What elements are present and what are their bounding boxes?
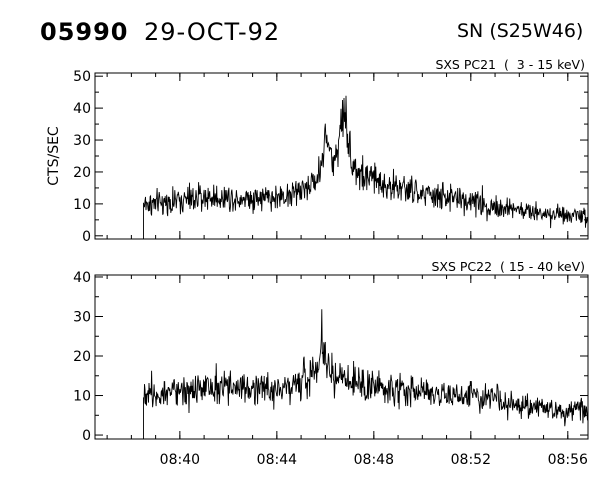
panel-2: SXS PC22 ( 15 - 40 keV) 0 10 20 30 40 08:40 08:… (73, 259, 589, 468)
y-axis-label: CTS/SEC (46, 126, 62, 186)
x-tick-label: 08:44 (257, 452, 297, 468)
y-tick-label: 0 (82, 229, 91, 245)
count-rate-trace (143, 95, 589, 239)
panel-title: SXS PC21 ( 3 - 15 keV) (435, 57, 585, 72)
event-id: 05990 (40, 18, 129, 46)
y-tick-label: 30 (73, 133, 91, 149)
count-rate-trace (143, 309, 589, 439)
plot-frame (94, 72, 589, 240)
panel-1: SXS PC21 ( 3 - 15 keV) 0 10 20 30 40 50 CTS/SEC (46, 57, 589, 245)
x-tick-label: 08:56 (548, 452, 588, 468)
x-tick-label: 08:48 (354, 452, 394, 468)
x-tick-label: 08:52 (451, 452, 491, 468)
x-tick-label: 08:40 (160, 452, 200, 468)
y-tick-label: 30 (73, 309, 91, 325)
y-tick-label: 40 (73, 101, 91, 117)
y-tick-label: 10 (73, 197, 91, 213)
y-tick-label: 0 (82, 428, 91, 444)
y-tick-label: 40 (73, 270, 91, 286)
y-tick-label: 10 (73, 389, 91, 405)
y-tick-label: 20 (73, 349, 91, 365)
y-tick-label: 20 (73, 165, 91, 181)
observation-date: 29-OCT-92 (144, 18, 281, 46)
plot-frame (94, 274, 589, 440)
y-tick-label: 50 (73, 69, 91, 85)
flare-location: SN (S25W46) (457, 20, 584, 42)
panel-title: SXS PC22 ( 15 - 40 keV) (431, 259, 585, 274)
